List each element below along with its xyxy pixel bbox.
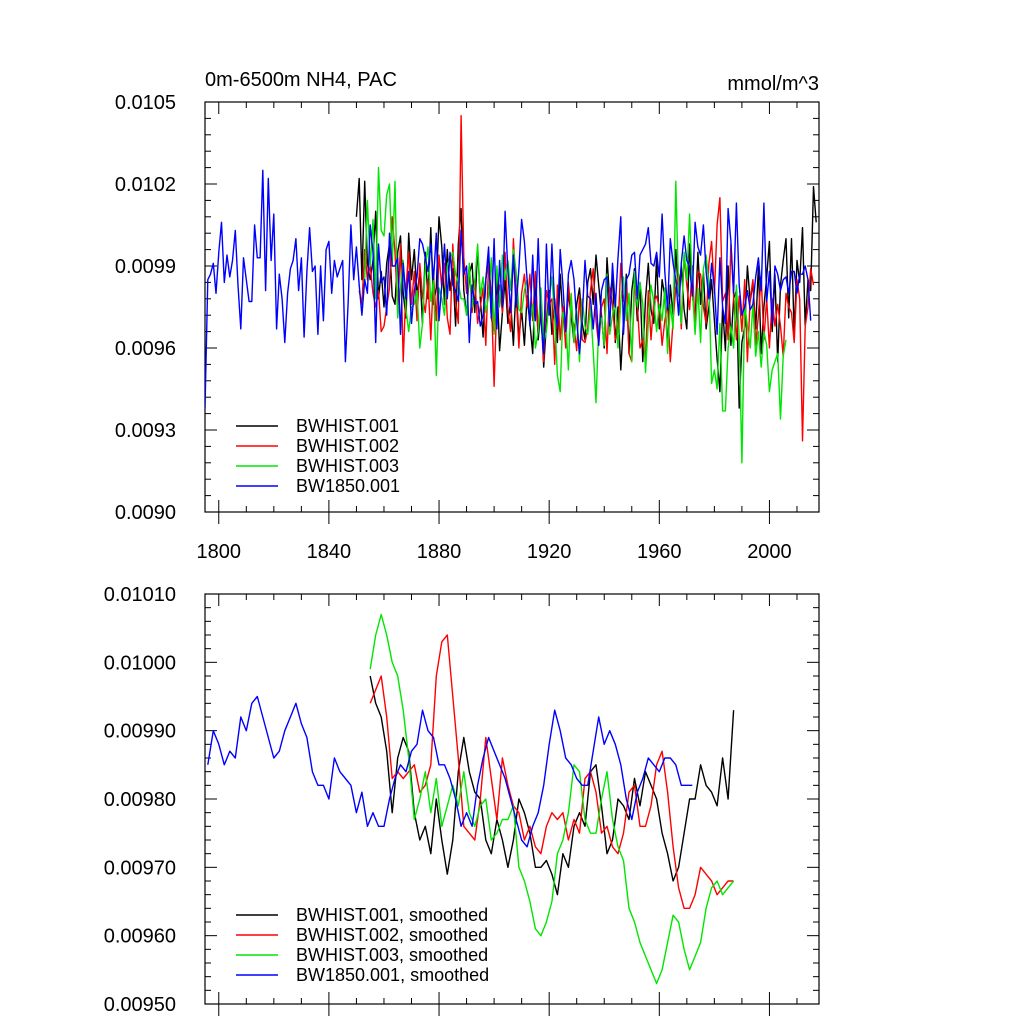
legend-label: BWHIST.003, smoothed [296, 945, 488, 965]
y-tick-label: 0.0093 [115, 420, 176, 442]
y-tick-label: 0.00980 [104, 789, 176, 811]
y-tick-label: 0.0099 [115, 256, 176, 278]
series-line-1 [369, 675, 735, 896]
panel-1: 0.0090 0.0093 0.0096 0.0099 0.0102 0.0105 1800… [115, 69, 820, 563]
y-tick-label: 0.0102 [115, 174, 176, 196]
legend-label: BWHIST.002, smoothed [296, 925, 488, 945]
series-line-4 [205, 169, 812, 409]
legend-label: BWHIST.003 [296, 456, 399, 476]
panel-2: 0.00950 0.00960 0.00970 0.00980 0.00990 0.010… [104, 584, 820, 1016]
legend-label: BWHIST.002 [296, 436, 399, 456]
x-tick-label: 1800 [197, 541, 242, 563]
x-tick-label: 2000 [747, 541, 792, 563]
series-line-2 [369, 634, 734, 909]
y-tick-label: 0.00970 [104, 857, 176, 879]
x-tick-label: 1920 [527, 541, 572, 563]
y-tick-label: 0.00990 [104, 721, 176, 743]
legend-label: BW1850.001, smoothed [296, 965, 489, 985]
y-tick-label: 0.0105 [115, 92, 176, 114]
y-tick-label: 0.01010 [104, 584, 176, 606]
y-tick-label: 0.00960 [104, 926, 176, 948]
legend-label: BW1850.001 [296, 476, 400, 496]
y-tick-label: 0.0090 [115, 502, 176, 524]
x-tick-label: 1960 [637, 541, 682, 563]
series-line-4 [207, 695, 693, 848]
chart-title: 0m-6500m NH4, PAC [205, 69, 397, 91]
y-tick-label: 0.01000 [104, 652, 176, 674]
units-label: mmol/m^3 [727, 73, 819, 95]
legend-label: BWHIST.001, smoothed [296, 905, 488, 925]
legend-label: BWHIST.001 [296, 416, 399, 436]
x-tick-label: 1840 [307, 541, 352, 563]
series-line-3 [369, 613, 735, 985]
y-tick-label: 0.0096 [115, 338, 176, 360]
x-tick-label: 1880 [417, 541, 462, 563]
plot-frame [204, 101, 820, 513]
y-tick-label: 0.00950 [104, 994, 176, 1016]
series-line-3 [361, 166, 787, 464]
